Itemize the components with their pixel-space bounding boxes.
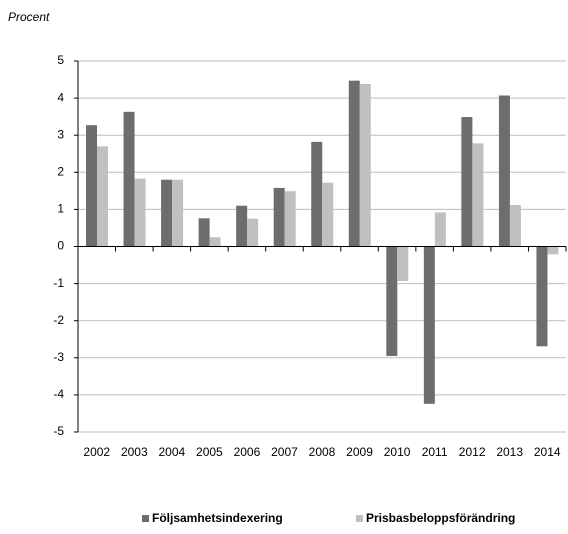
bar — [236, 205, 248, 247]
y-tick-label: -4 — [53, 387, 64, 401]
bar — [134, 178, 146, 247]
bar — [209, 237, 221, 247]
bar — [547, 246, 559, 255]
x-tick-label: 2011 — [422, 445, 448, 459]
bar — [397, 246, 409, 282]
x-tick-label: 2014 — [534, 445, 561, 459]
bar — [86, 125, 97, 247]
bar — [273, 187, 285, 247]
bar — [423, 246, 435, 404]
legend-label: Prisbasbeloppsförändring — [366, 511, 515, 525]
x-tick-label: 2006 — [234, 445, 261, 459]
bar — [359, 84, 371, 247]
x-tick-label: 2007 — [271, 445, 298, 459]
bar — [461, 117, 473, 247]
bar — [284, 191, 296, 247]
legend-label: Följsamhetsindexering — [152, 511, 283, 525]
bar — [498, 95, 510, 247]
bar — [247, 218, 259, 247]
bar — [97, 146, 108, 247]
bar — [472, 143, 484, 247]
y-tick-label: -5 — [53, 424, 64, 438]
x-tick-label: 2002 — [83, 445, 110, 459]
bar — [386, 246, 398, 356]
x-tick-label: 2005 — [196, 445, 223, 459]
x-tick-label: 2012 — [459, 445, 486, 459]
bar — [509, 204, 521, 247]
y-tick-label: 5 — [57, 53, 64, 67]
x-tick-label: 2009 — [346, 445, 373, 459]
x-tick-label: 2008 — [309, 445, 336, 459]
y-tick-label: 0 — [57, 239, 64, 253]
x-tick-label: 2010 — [384, 445, 411, 459]
bar — [123, 111, 135, 247]
y-tick-label: 1 — [57, 202, 64, 216]
bar — [198, 218, 210, 247]
bar — [311, 141, 323, 247]
bar — [161, 179, 173, 247]
x-tick-label: 2003 — [121, 445, 148, 459]
y-tick-label: -3 — [53, 350, 64, 364]
y-tick-label: 3 — [57, 127, 64, 141]
x-tick-label: 2004 — [158, 445, 185, 459]
y-tick-label: 4 — [57, 90, 64, 104]
bar — [172, 179, 184, 247]
y-tick-label: -1 — [53, 276, 64, 290]
y-axis-label: Procent — [8, 10, 50, 24]
legend-swatch — [356, 515, 363, 522]
y-tick-label: 2 — [57, 164, 64, 178]
y-tick-label: -2 — [53, 313, 64, 327]
bar — [434, 212, 446, 247]
legend-swatch — [142, 515, 149, 522]
bar — [536, 246, 548, 347]
x-tick-label: 2013 — [496, 445, 523, 459]
bar — [348, 80, 360, 247]
bar — [322, 182, 334, 247]
